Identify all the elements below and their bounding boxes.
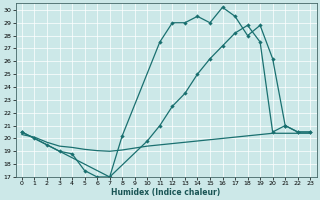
X-axis label: Humidex (Indice chaleur): Humidex (Indice chaleur) [111, 188, 221, 197]
